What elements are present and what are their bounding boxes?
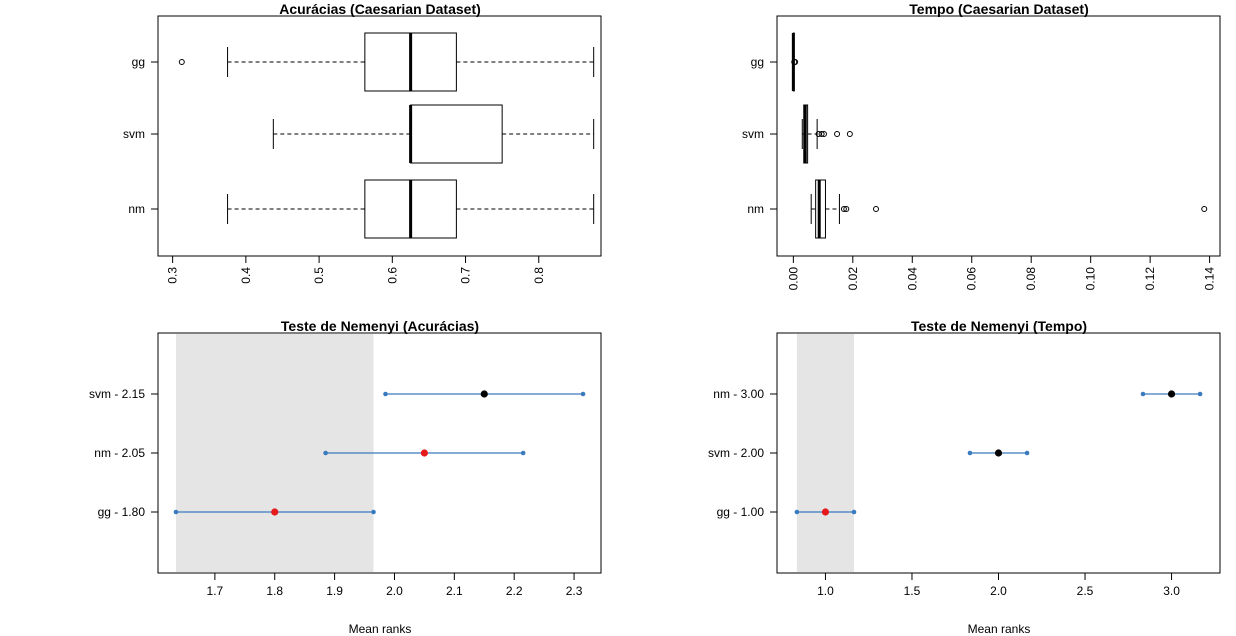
interval-high-point: [520, 450, 526, 456]
x-tick-label: 0.14: [1203, 267, 1217, 291]
x-tick-label: 0.04: [905, 267, 919, 291]
x-tick-label: 1.7: [207, 584, 224, 598]
rank-interval-1: [323, 449, 526, 457]
iqr-box: [410, 104, 503, 164]
x-tick-label: 0.00: [786, 267, 800, 291]
interval-high-point: [1024, 450, 1030, 456]
mean-rank-point: [480, 390, 488, 398]
outlier-point: [792, 59, 799, 65]
x-tick-label: 3.0: [1163, 584, 1180, 598]
y-tick-label: gg: [132, 55, 145, 69]
nemenyi-accuracy-panel: Teste de Nemenyi (Acurácias) gg - 1.80 nm…: [89, 318, 602, 636]
x-tick-label: 0.12: [1143, 267, 1157, 291]
nemenyi-accuracy-title: Teste de Nemenyi (Acurácias): [281, 318, 479, 334]
y-tick-label: nm - 2.05: [94, 446, 145, 460]
x-tick-label: 1.8: [266, 584, 283, 598]
x-tick-label: 0.5: [312, 267, 326, 284]
x-tick-label: 2.2: [506, 584, 523, 598]
x-tick-label: 0.08: [1024, 267, 1038, 291]
box-svm: [272, 104, 595, 164]
outlier-point: [846, 131, 853, 137]
box-gg: [791, 32, 799, 92]
interval-low-point: [383, 391, 388, 397]
outlier-point: [843, 206, 850, 212]
x-tick-label: 1.0: [817, 584, 834, 598]
critical-difference-band: [796, 334, 855, 572]
boxplot-accuracy-panel: Acurácias (Caesarian Dataset) gg svm nm 0.…: [123, 1, 602, 284]
y-tick-label: nm - 3.00: [713, 387, 764, 401]
box-gg: [178, 32, 595, 92]
mean-rank-point: [1167, 390, 1176, 398]
outlier-point: [820, 131, 827, 137]
rank-interval-2: [383, 390, 586, 398]
y-tick-label: nm: [747, 202, 764, 216]
box-nm: [810, 179, 1208, 239]
outlier-point: [178, 59, 185, 65]
interval-low-point: [173, 509, 179, 515]
y-tick-label: gg - 1.00: [717, 505, 765, 519]
boxplot-time-panel: Tempo (Caesarian Dataset) gg svm nm 0.00 0.…: [742, 1, 1221, 291]
outlier-point: [840, 206, 847, 212]
x-tick-label: 0.8: [532, 267, 546, 284]
nemenyi-time-panel: Teste de Nemenyi (Tempo) gg - 1.00 svm - …: [708, 318, 1221, 636]
x-tick-label: 2.5: [1077, 584, 1094, 598]
boxplot-time-title: Tempo (Caesarian Dataset): [909, 1, 1088, 17]
outlier-point: [834, 131, 841, 137]
y-tick-label: svm - 2.15: [89, 387, 145, 401]
boxplot-time-frame: [776, 15, 1221, 257]
mean-rank-point: [420, 449, 428, 457]
nemenyi-time-xlabel: Mean ranks: [968, 622, 1031, 636]
outlier-point: [873, 206, 880, 212]
rank-interval-0: [173, 508, 376, 516]
y-tick-label: svm - 2.00: [708, 446, 764, 460]
interval-high-point: [851, 509, 857, 515]
x-tick-label: 2.0: [386, 584, 403, 598]
x-tick-label: 0.4: [239, 267, 253, 284]
x-tick-label: 1.9: [326, 584, 343, 598]
boxplot-accuracy-title: Acurácias (Caesarian Dataset): [279, 1, 481, 17]
y-tick-label: nm: [128, 202, 145, 216]
y-tick-label: svm: [123, 127, 145, 141]
mean-rank-point: [271, 508, 279, 516]
outlier-point: [1201, 206, 1208, 212]
x-tick-label: 0.3: [166, 267, 180, 284]
box-svm: [801, 104, 853, 164]
interval-high-point: [1197, 391, 1203, 397]
x-tick-label: 1.5: [904, 584, 921, 598]
x-tick-label: 0.6: [385, 267, 399, 284]
x-tick-label: 0.02: [846, 267, 860, 291]
y-tick-label: svm: [742, 127, 764, 141]
box-nm: [227, 179, 595, 239]
mean-rank-point: [821, 508, 830, 516]
y-tick-label: gg: [751, 55, 764, 69]
rank-interval-2: [1140, 390, 1203, 398]
rank-interval-0: [794, 508, 857, 516]
mean-rank-point: [994, 449, 1003, 457]
nemenyi-time-title: Teste de Nemenyi (Tempo): [911, 318, 1087, 334]
x-tick-label: 0.06: [965, 267, 979, 291]
x-tick-label: 0.7: [459, 267, 473, 284]
x-tick-label: 2.0: [990, 584, 1007, 598]
interval-low-point: [794, 509, 800, 515]
interval-high-point: [371, 509, 376, 515]
y-tick-label: gg - 1.80: [98, 505, 146, 519]
interval-low-point: [967, 450, 973, 456]
interval-low-point: [1140, 391, 1146, 397]
interval-high-point: [580, 391, 586, 397]
nemenyi-accuracy-xlabel: Mean ranks: [349, 622, 412, 636]
x-tick-label: 0.10: [1084, 267, 1098, 291]
rank-interval-1: [967, 449, 1030, 457]
x-tick-label: 2.1: [446, 584, 463, 598]
x-tick-label: 2.3: [566, 584, 583, 598]
interval-low-point: [323, 450, 328, 456]
outlier-point: [818, 131, 825, 137]
